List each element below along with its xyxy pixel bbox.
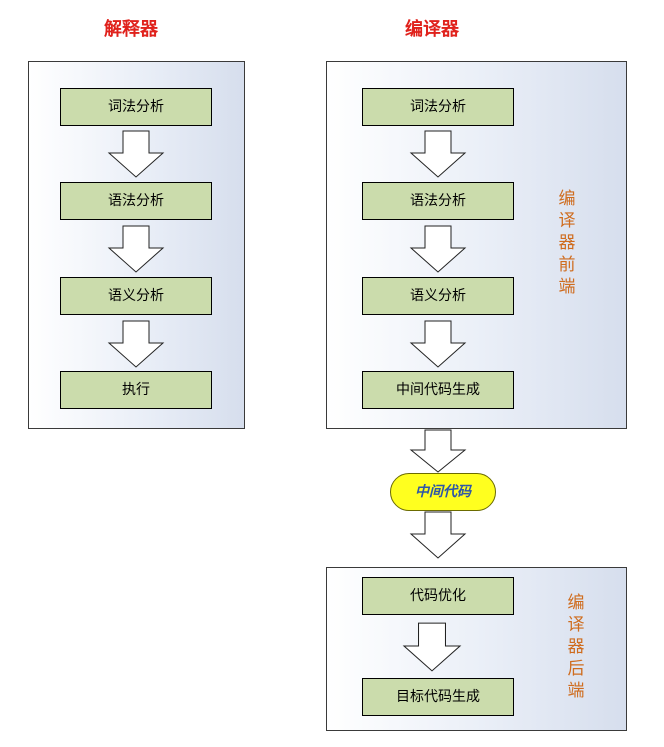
compiler-step-semantic: 语义分析 (362, 277, 514, 315)
interpreter-step-syntax: 语法分析 (60, 182, 212, 220)
compiler-step-syntax: 语法分析 (362, 182, 514, 220)
down-arrow-icon (409, 429, 467, 473)
down-arrow-icon (409, 320, 467, 368)
compiler-step-optimization: 代码优化 (362, 577, 514, 615)
compiler-step-intermediate-codegen: 中间代码生成 (362, 371, 514, 409)
down-arrow-icon (402, 622, 462, 672)
down-arrow-icon (409, 511, 467, 559)
compiler-frontend-label: 编译器前端 (558, 189, 576, 297)
interpreter-title: 解释器 (104, 19, 158, 40)
compiler-step-target-codegen: 目标代码生成 (362, 678, 514, 716)
interpreter-step-lexical: 词法分析 (60, 88, 212, 126)
down-arrow-icon (107, 130, 165, 178)
down-arrow-icon (107, 320, 165, 368)
interpreter-step-semantic: 语义分析 (60, 277, 212, 315)
compiler-title: 编译器 (405, 19, 459, 40)
intermediate-code-oval: 中间代码 (390, 473, 496, 511)
compiler-step-lexical: 词法分析 (362, 88, 514, 126)
down-arrow-icon (409, 130, 467, 178)
down-arrow-icon (409, 225, 467, 273)
interpreter-step-execute: 执行 (60, 371, 212, 409)
compiler-backend-label: 编译器后端 (567, 593, 585, 701)
down-arrow-icon (107, 225, 165, 273)
